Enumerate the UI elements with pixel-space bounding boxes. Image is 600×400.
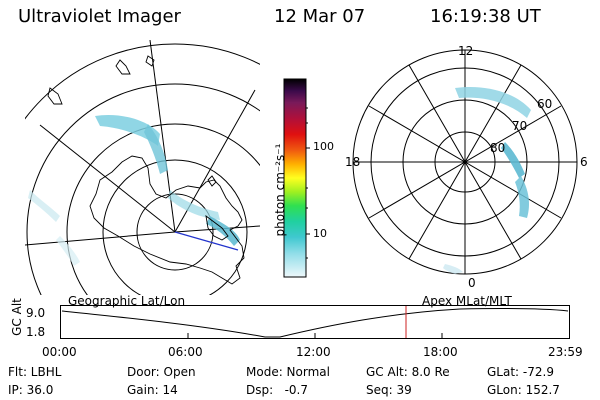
filter-readout: Flt: LBHL (8, 365, 62, 379)
aurora-patch (168, 190, 220, 220)
aurora-patch (206, 216, 240, 246)
aurora-patch (56, 236, 80, 266)
gain-readout: Gain: 14 (127, 383, 178, 397)
dsp-readout: Dsp: -0.7 (246, 383, 309, 397)
mlat-label-60: 60 (537, 97, 553, 111)
mode-readout: Mode: Normal (246, 365, 330, 379)
color-scale-bar (283, 78, 310, 278)
mlt-label-0: 0 (468, 276, 476, 290)
aurora-oval (455, 86, 531, 118)
observation-date: 12 Mar 07 (274, 6, 366, 27)
aurora-patch (95, 114, 160, 146)
seq-readout: Seq: 39 (366, 383, 412, 397)
colorbar-tick-10: 10 (313, 227, 327, 240)
glon-readout: GLon: 152.7 (487, 383, 560, 397)
coastline (115, 59, 131, 75)
aurora-oval (501, 142, 525, 178)
mlt-label-6: 6 (580, 155, 588, 169)
altitude-axis-label: GC Alt (10, 298, 24, 336)
meridian-line (39, 124, 176, 233)
latitude-circle (25, 43, 260, 120)
coastline (89, 155, 245, 285)
colorbar-unit-label: photon cm⁻²s⁻¹ (273, 143, 287, 237)
geographic-label: Geographic Lat/Lon (68, 294, 186, 308)
colorbar-tick-100: 100 (313, 140, 334, 153)
mlt-label-12: 12 (458, 44, 474, 58)
aurora-patch (28, 190, 60, 222)
time-tick: 23:59 (548, 345, 583, 359)
mlat-label-70: 70 (512, 119, 528, 133)
mlt-label-18: 18 (345, 155, 361, 169)
mlt-axis (368, 105, 562, 219)
coastline (207, 175, 217, 187)
terminator-line (174, 231, 239, 251)
door-readout: Door: Open (127, 365, 196, 379)
polar-mlat-mlt-plot (352, 49, 578, 275)
meridian-line (25, 231, 176, 246)
altitude-plot (60, 305, 570, 339)
coastline (145, 55, 155, 67)
instrument-title: Ultraviolet Imager (18, 6, 181, 27)
gc-alt-readout: GC Alt: 8.0 Re (366, 365, 450, 379)
coastline (47, 87, 63, 105)
time-tick: 18:00 (423, 345, 458, 359)
time-tick: 00:00 (42, 345, 77, 359)
coastline (205, 214, 229, 241)
latitude-circle (66, 123, 260, 295)
geographic-map (25, 40, 260, 295)
time-tick: 06:00 (168, 345, 203, 359)
observation-time: 16:19:38 UT (430, 6, 541, 27)
aurora-oval (515, 176, 529, 218)
ip-readout: IP: 36.0 (8, 383, 54, 397)
altitude-ytick-bottom: 1.8 (26, 325, 46, 339)
time-tick: 12:00 (296, 345, 331, 359)
mlat-label-80: 80 (490, 141, 506, 155)
altitude-ytick-top: 9.0 (26, 306, 46, 320)
latitude-circle (102, 159, 248, 295)
aurora-oval (443, 264, 463, 274)
glat-readout: GLat: -72.9 (487, 365, 554, 379)
altitude-curve (61, 308, 569, 338)
apex-label: Apex MLat/MLT (422, 294, 512, 308)
latitude-circle (26, 83, 260, 295)
aurora-patch (144, 124, 168, 174)
